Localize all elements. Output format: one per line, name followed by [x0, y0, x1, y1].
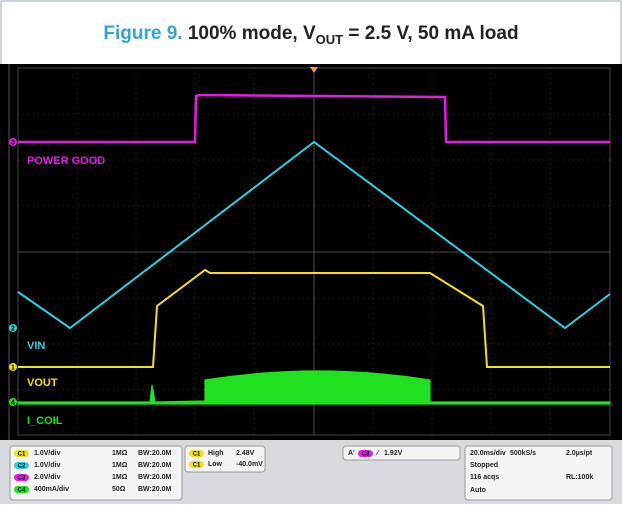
status-text: 50Ω	[112, 486, 126, 493]
power-good-trace	[18, 93, 610, 144]
status-text: 1.0V/div	[34, 462, 61, 469]
trigger-position	[310, 67, 318, 73]
timebase-panel	[464, 445, 613, 501]
badge-label: C4	[18, 488, 26, 494]
title-text: 100% mode, V	[188, 23, 316, 44]
badge-label: C3	[362, 452, 370, 458]
status-text: Stopped	[470, 462, 498, 469]
status-text: 500kS/s	[510, 450, 536, 457]
channel-markers: 3 2 1 4	[9, 138, 17, 407]
title-subscript: OUT	[316, 32, 344, 47]
status-text: 116 acqs	[470, 474, 499, 481]
figure-title: Figure 9. 100% mode, VOUT = 2.5 V, 50 mA…	[103, 23, 518, 47]
status-text: 1MΩ	[112, 474, 128, 481]
status-text: Low	[208, 461, 223, 468]
trace-label: VOUT	[27, 377, 58, 389]
figure-number: Figure 9.	[103, 23, 182, 44]
vout-trace	[18, 268, 610, 368]
channel-marker: 4	[11, 400, 15, 407]
title-rest: = 2.5 V, 50 mA load	[343, 23, 519, 44]
measurement-panel	[184, 445, 266, 473]
status-text: 2.0V/div	[34, 474, 61, 481]
status-text: -40.0mV	[236, 461, 263, 468]
status-text: BW:20.0M	[138, 486, 171, 493]
status-text: BW:20.0M	[138, 474, 171, 481]
channel-marker: 1	[11, 365, 15, 372]
channel-badge	[14, 474, 29, 481]
status-text: 1.92V	[384, 450, 403, 457]
channel-badge	[14, 450, 29, 457]
badge-label: C1	[193, 463, 201, 469]
vin-trace	[17, 140, 611, 330]
channel-badge	[189, 461, 204, 468]
status-text: 1.0V/div	[34, 450, 61, 457]
badge-label: C3	[18, 476, 26, 482]
badge-label: C1	[193, 452, 201, 458]
channel-marker: 2	[11, 326, 15, 333]
channel-badge	[358, 450, 373, 457]
status-text: A'	[348, 450, 355, 457]
badge-label: C1	[18, 452, 26, 458]
channel-panel	[9, 445, 183, 501]
channel-badge	[14, 486, 29, 493]
status-text: ∕	[375, 450, 380, 457]
badge-label: C2	[18, 464, 26, 470]
channel-badge	[14, 462, 29, 469]
channel-marker: 3	[11, 140, 15, 147]
trigger-panel	[342, 445, 461, 461]
status-text: 1MΩ	[112, 462, 128, 469]
status-text: BW:20.0M	[138, 462, 171, 469]
i-coil-trace	[17, 370, 611, 405]
status-text: Auto	[470, 487, 486, 494]
status-text: 2.48V	[236, 450, 255, 457]
status-text: RL:100k	[566, 474, 593, 481]
trace-label: VIN	[27, 340, 45, 352]
trace-label: POWER GOOD	[27, 155, 105, 167]
trace-label: I_COIL	[27, 415, 63, 427]
status-text: 2.0µs/pt	[566, 450, 593, 457]
channel-badge	[189, 450, 204, 457]
status-text: BW:20.0M	[138, 450, 171, 457]
status-text: 400mA/div	[34, 486, 69, 493]
status-text: 20.0ms/div	[470, 450, 506, 457]
status-text: High	[208, 450, 224, 457]
status-text: 1MΩ	[112, 450, 128, 457]
